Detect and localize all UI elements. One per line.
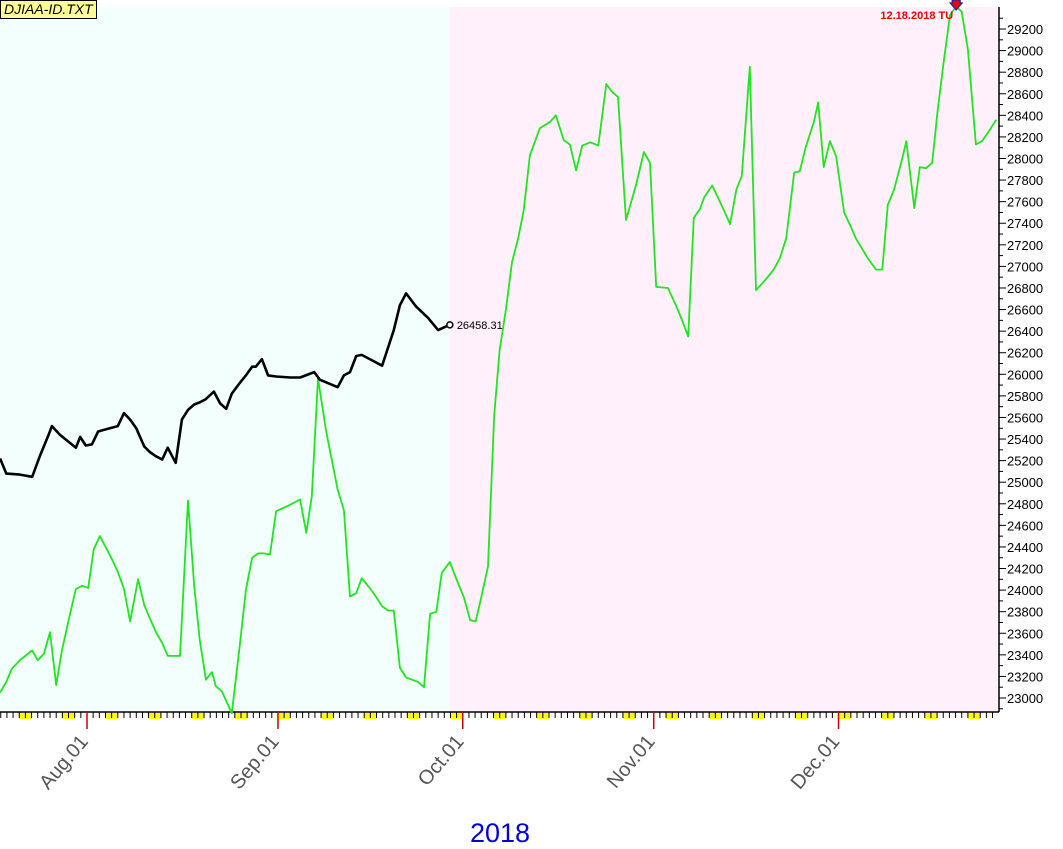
x-axis: Aug.01 Sep.01 Oct.01 Nov.01 Dec.01: [0, 711, 999, 794]
y-tick-label: 24000: [1007, 583, 1043, 598]
x-tick-label: Sep.01: [226, 731, 284, 794]
y-tick-label: 24400: [1007, 540, 1043, 555]
y-tick-label: 25000: [1007, 475, 1043, 490]
last-value-marker: [446, 321, 454, 329]
y-tick-label: 24600: [1007, 518, 1043, 533]
y-tick-label: 27600: [1007, 195, 1043, 210]
forecast-region: [449, 7, 1000, 712]
last-value-label: 26458.31: [457, 320, 503, 332]
y-tick-label: 28200: [1007, 130, 1043, 145]
forecast-series-line: [0, 5, 997, 714]
x-axis-title: 2018: [470, 818, 530, 848]
y-tick-label: 23600: [1007, 626, 1043, 641]
annotations: 12.18.2018 TU: [880, 0, 964, 22]
x-tick-label: Dec.01: [787, 731, 845, 794]
y-tick-label: 26600: [1007, 303, 1043, 318]
y-tick-label: 24800: [1007, 497, 1043, 512]
y-tick-label: 28600: [1007, 87, 1043, 102]
x-tick-label: Oct.01: [414, 731, 469, 790]
y-tick-label: 28400: [1007, 108, 1043, 123]
y-tick-label: 25400: [1007, 432, 1043, 447]
actual-series-line: [0, 292, 451, 479]
y-tick-label: 27400: [1007, 216, 1043, 231]
y-axis: 23000 23200 23400 23600 23800 24000 24200 24400…: [998, 7, 1043, 712]
file-name-label: DJIAA-ID.TXT: [0, 0, 97, 19]
x-tick-label: Aug.01: [35, 731, 93, 794]
y-tick-label: 28000: [1007, 152, 1043, 167]
y-tick-label: 23000: [1007, 691, 1043, 706]
y-tick-label: 23200: [1007, 669, 1043, 684]
y-tick-label: 28800: [1007, 65, 1043, 80]
y-tick-label: 27800: [1007, 173, 1043, 188]
peak-down-arrow-icon: [948, 0, 964, 11]
y-tick-label: 25800: [1007, 389, 1043, 404]
y-tick-label: 23800: [1007, 605, 1043, 620]
y-tick-label: 29000: [1007, 44, 1043, 59]
series-lines: 26458.31: [0, 5, 997, 714]
peak-date-annotation: 12.18.2018 TU: [880, 10, 953, 22]
y-tick-label: 25200: [1007, 454, 1043, 469]
y-tick-label: 23400: [1007, 648, 1043, 663]
y-tick-label: 26800: [1007, 281, 1043, 296]
y-tick-label: 27200: [1007, 238, 1043, 253]
y-tick-label: 29200: [1007, 22, 1043, 37]
y-tick-label: 26200: [1007, 346, 1043, 361]
y-tick-label: 25600: [1007, 410, 1043, 425]
x-tick-label: Nov.01: [603, 731, 660, 793]
y-tick-label: 26400: [1007, 324, 1043, 339]
y-tick-label: 24200: [1007, 562, 1043, 577]
y-tick-label: 26000: [1007, 367, 1043, 382]
y-tick-label: 27000: [1007, 259, 1043, 274]
